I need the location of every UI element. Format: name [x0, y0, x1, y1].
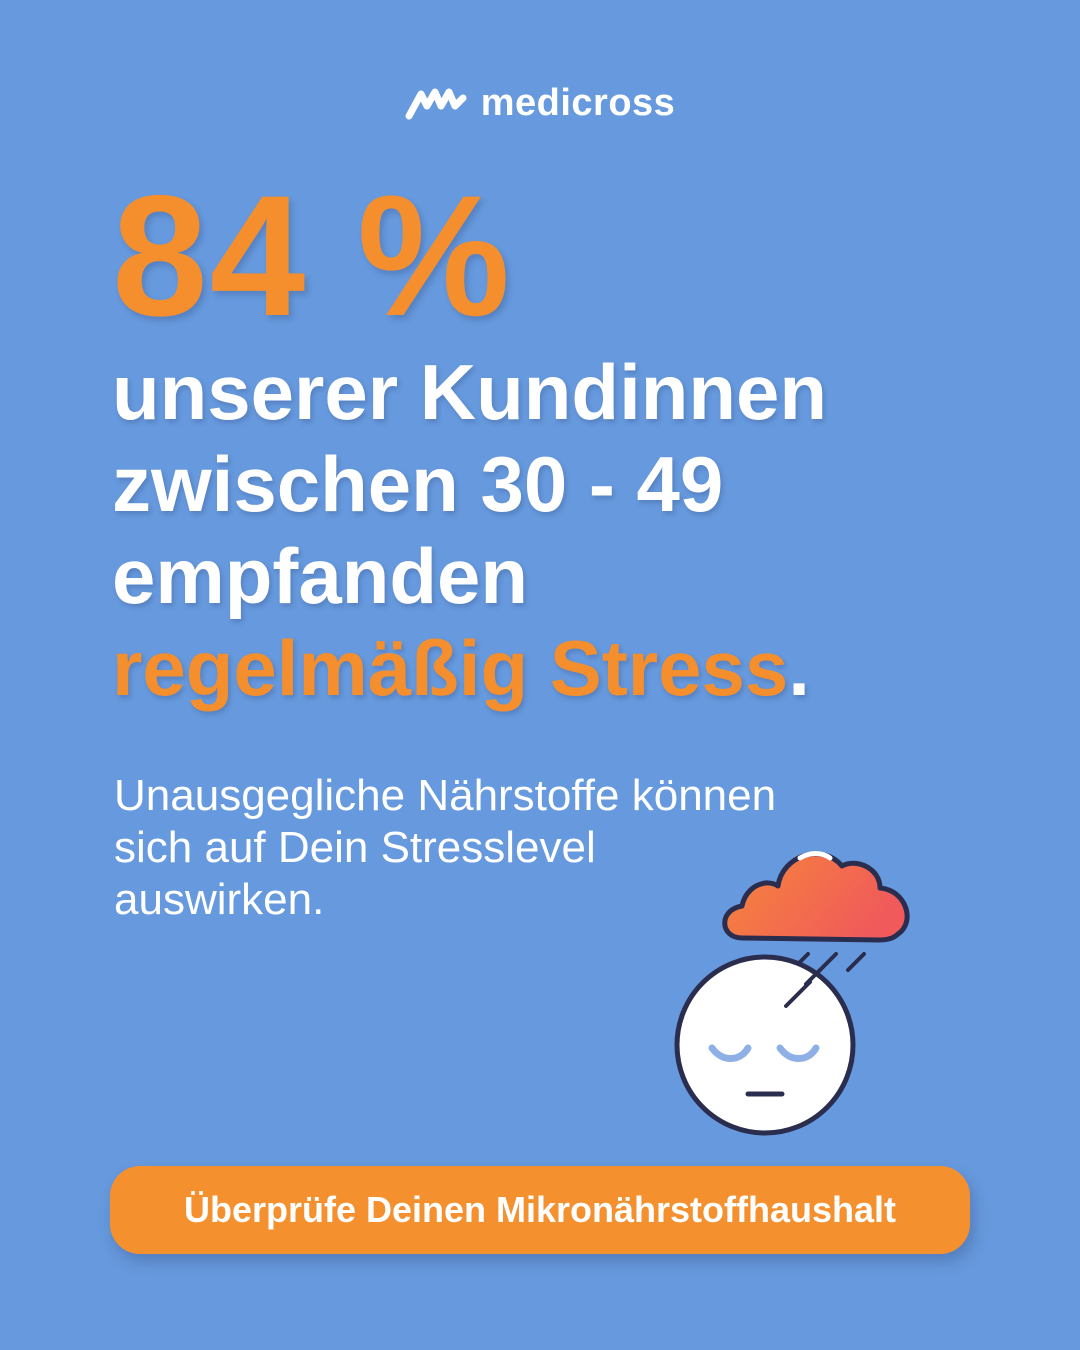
body-line-3: auswirken. — [114, 875, 325, 924]
headline-line-4: regelmäßig Stress. — [112, 622, 1012, 714]
headline-period: . — [788, 624, 810, 712]
sad-face-icon — [674, 954, 856, 1136]
body-copy: Unausgegliche Nährstoffe können sich auf… — [114, 770, 974, 926]
stat-percentage: 84 % — [112, 160, 513, 352]
brand-logo: medicross — [0, 84, 1080, 122]
body-line-1: Unausgegliche Nährstoffe können — [114, 771, 777, 820]
headline-line-1: unserer Kundinnen — [112, 348, 828, 436]
cta-label: Überprüfe Deinen Mikronährstoffhaushalt — [183, 1189, 897, 1230]
rain-cloud-icon — [722, 851, 910, 943]
headline-line-2: zwischen 30 - 49 — [112, 440, 724, 528]
medicross-wave-logo-icon — [405, 88, 467, 120]
brand-name: medicross — [480, 82, 676, 124]
headline: unserer Kundinnen zwischen 30 - 49 empfa… — [112, 346, 1012, 714]
body-line-2: sich auf Dein Stresslevel — [114, 823, 596, 872]
headline-line-3: empfanden — [112, 532, 529, 620]
sad-face-with-rain-cloud-icon — [674, 851, 910, 1136]
headline-accent: regelmäßig Stress — [112, 624, 789, 712]
check-micronutrients-button[interactable]: Überprüfe Deinen Mikronährstoffhaushalt — [110, 1166, 970, 1254]
